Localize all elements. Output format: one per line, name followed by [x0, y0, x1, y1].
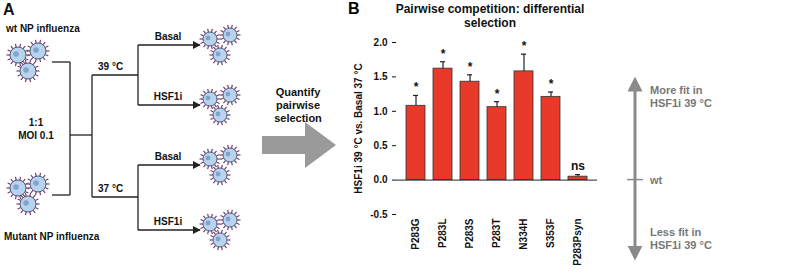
svg-text:P283T: P283T	[491, 219, 502, 248]
svg-text:Less fit in: Less fit in	[650, 226, 702, 238]
svg-text:*: *	[495, 87, 500, 101]
svg-text:More fit in: More fit in	[650, 84, 703, 96]
svg-text:selection: selection	[274, 112, 322, 124]
svg-text:Mutant NP influenza: Mutant NP influenza	[4, 231, 100, 242]
svg-text:*: *	[468, 60, 473, 74]
html-text:B: B	[348, 0, 360, 17]
svg-text:Quantify: Quantify	[276, 86, 321, 98]
svg-text:HSF1i: HSF1i	[154, 216, 183, 227]
svg-text:MOI 0.1: MOI 0.1	[18, 130, 54, 141]
svg-text:N334H: N334H	[518, 219, 529, 250]
svg-text:*: *	[549, 77, 554, 91]
svg-text:HSF1i 39 °C vs. Basal 37 °C: HSF1i 39 °C vs. Basal 37 °C	[353, 63, 364, 193]
svg-text:Basal: Basal	[155, 151, 182, 162]
svg-text:1.0: 1.0	[374, 106, 388, 117]
svg-text:wt NP influenza: wt NP influenza	[5, 23, 80, 34]
svg-text:Basal: Basal	[155, 31, 182, 42]
svg-text:P283L: P283L	[437, 219, 448, 248]
html-text:Pairwise competition: differen: Pairwise competition: differential selec…	[395, 2, 585, 30]
svg-text:1:1: 1:1	[29, 117, 44, 128]
svg-text:2.0: 2.0	[374, 37, 388, 48]
svg-text:37 °C: 37 °C	[98, 183, 123, 194]
svg-text:-0.5: -0.5	[370, 209, 388, 220]
svg-text:ns: ns	[571, 159, 585, 173]
svg-text:*: *	[522, 39, 527, 53]
svg-text:P283G: P283G	[410, 218, 421, 249]
svg-text:0.0: 0.0	[374, 174, 388, 185]
svg-text:*: *	[441, 47, 446, 61]
svg-text:P283Psyn: P283Psyn	[572, 219, 583, 266]
svg-text:wt: wt	[649, 174, 663, 186]
svg-text:*: *	[414, 80, 419, 94]
svg-text:P283S: P283S	[464, 218, 475, 248]
svg-text:HSF1i 39 °C: HSF1i 39 °C	[650, 239, 712, 251]
svg-text:pairwise: pairwise	[276, 99, 320, 111]
svg-text:1.5: 1.5	[374, 71, 388, 82]
svg-text:S353F: S353F	[545, 219, 556, 248]
svg-text:39 °C: 39 °C	[98, 61, 123, 72]
svg-text:HSF1i: HSF1i	[154, 91, 183, 102]
svg-text:A: A	[3, 1, 15, 18]
svg-text:HSF1i 39 °C: HSF1i 39 °C	[650, 97, 712, 109]
svg-text:0.5: 0.5	[374, 140, 388, 151]
